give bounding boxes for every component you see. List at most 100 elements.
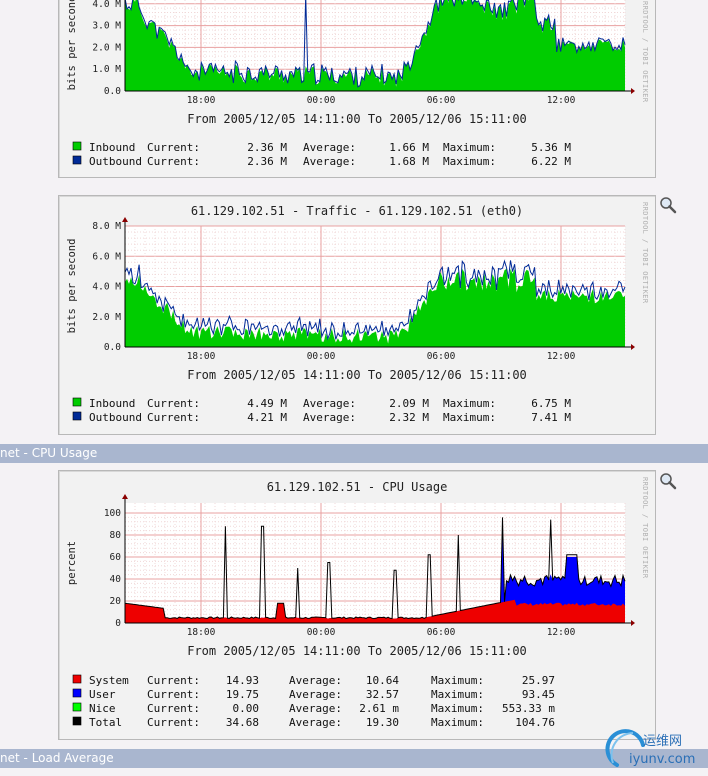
time-range: From 2005/12/05 14:11:00 To 2005/12/06 1… [187, 644, 527, 658]
x-tick-label: 18:00 [187, 95, 216, 106]
watermark-logo-icon: 运维网 iyunv.com [605, 729, 695, 767]
legend-current-label: Current: [147, 716, 200, 729]
legend: System Current: 14.93 Average: 10.64 Max… [72, 674, 555, 729]
legend-maximum: 25.97 [522, 674, 555, 687]
outbound-line [124, 0, 626, 88]
x-tick-label: 06:00 [427, 351, 456, 362]
legend-maximum-label: Maximum: [443, 141, 496, 154]
y-axis-label: bits per second [66, 0, 78, 90]
traffic-graph-2: 61.129.102.51 - Traffic - 61.129.102.51 … [58, 195, 656, 435]
x-tick-label: 06:00 [427, 95, 456, 106]
section-header-cpu[interactable]: /net - CPU Usage [0, 444, 708, 463]
legend-average-label: Average: [303, 141, 356, 154]
x-tick-label: 18:00 [187, 627, 216, 638]
legend-current: 0.00 [233, 702, 260, 715]
y-tick-label: 40 [110, 574, 122, 585]
legend-current: 34.68 [226, 716, 259, 729]
y-axis-label: bits per second [66, 239, 78, 334]
y-tick-label: 0 [115, 618, 121, 629]
legend-average: 19.30 [366, 716, 399, 729]
traffic-graph-1: 0.0 1.0 M 2.0 M 3.0 M 4.0 M 18:00 00:00 06:00 1… [58, 0, 656, 178]
legend-average: 32.57 [366, 688, 399, 701]
y-tick-label: 80 [110, 530, 122, 541]
time-range: From 2005/12/05 14:11:00 To 2005/12/06 1… [187, 112, 527, 126]
legend-average-label: Average: [289, 716, 342, 729]
legend-maximum: 553.33 m [502, 702, 555, 715]
legend-swatch-inbound [72, 141, 82, 151]
legend-average: 2.32 M [389, 411, 429, 424]
graph-title: 61.129.102.51 - Traffic - 61.129.102.51 … [191, 204, 523, 218]
y-tick-labels: 0 20 40 60 80 100 [104, 508, 121, 629]
time-range: From 2005/12/05 14:11:00 To 2005/12/06 1… [187, 368, 527, 382]
x-axis-arrow [631, 620, 635, 626]
legend-maximum-label: Maximum: [431, 716, 484, 729]
legend-current-label: Current: [147, 411, 200, 424]
section-header-load-average[interactable]: /net - Load Average [0, 749, 708, 768]
legend-current-label: Current: [147, 674, 200, 687]
legend-current-label: Current: [147, 141, 200, 154]
x-tick-labels: 18:00 00:00 06:00 12:00 [187, 95, 576, 106]
y-tick-label: 3.0 M [92, 21, 121, 32]
x-tick-labels: 18:00 00:00 06:00 12:00 [187, 351, 576, 362]
legend: Inbound Current: 4.49 M Average: 2.09 M … [72, 397, 571, 424]
y-tick-labels: 0.0 1.0 M 2.0 M 3.0 M 4.0 M [92, 0, 121, 97]
x-tick-label: 00:00 [307, 351, 336, 362]
section-header-label: /net - Load Average [0, 751, 114, 765]
legend-maximum-label: Maximum: [431, 688, 484, 701]
legend-average-label: Average: [289, 688, 342, 701]
legend-current-label: Current: [147, 702, 200, 715]
legend-current: 2.36 M [247, 141, 287, 154]
x-axis-arrow [631, 88, 635, 94]
legend-maximum: 6.75 M [531, 397, 571, 410]
section-header-label: /net - CPU Usage [0, 446, 98, 460]
y-tick-label: 1.0 M [92, 64, 121, 75]
y-tick-label: 2.0 M [92, 312, 121, 323]
legend-name: Nice [89, 702, 116, 715]
x-tick-label: 12:00 [547, 627, 576, 638]
legend-current-label: Current: [147, 688, 200, 701]
legend-name: User [89, 688, 116, 701]
legend-average: 2.09 M [389, 397, 429, 410]
y-tick-label: 60 [110, 552, 122, 563]
legend-swatch-inbound [72, 397, 82, 407]
legend-swatch-system [72, 674, 82, 684]
vertical-credit: RRDTOOL / TOBI OETIKER [641, 1, 649, 103]
legend-current: 4.21 M [247, 411, 287, 424]
legend-current: 14.93 [226, 674, 259, 687]
legend-average: 10.64 [366, 674, 399, 687]
legend-maximum: 6.22 M [531, 155, 571, 168]
y-tick-label: 4.0 M [92, 282, 121, 293]
vertical-credit: RRDTOOL / TOBI OETIKER [641, 477, 649, 579]
inbound-area [125, 0, 625, 91]
legend-average-label: Average: [303, 397, 356, 410]
system-area [125, 599, 625, 623]
y-tick-label: 8.0 M [92, 221, 121, 232]
y-tick-label: 100 [104, 508, 121, 519]
legend-maximum: 93.45 [522, 688, 555, 701]
x-tick-label: 00:00 [307, 627, 336, 638]
legend-average: 1.66 M [389, 141, 429, 154]
y-tick-label: 4.0 M [92, 0, 121, 10]
legend-maximum: 7.41 M [531, 411, 571, 424]
zoom-magnifier-icon[interactable] [659, 196, 677, 214]
traffic-graph-2-chart: 61.129.102.51 - Traffic - 61.129.102.51 … [66, 202, 649, 424]
legend-maximum-label: Maximum: [443, 155, 496, 168]
legend-average-label: Average: [303, 155, 356, 168]
legend-maximum: 5.36 M [531, 141, 571, 154]
legend-name: System [89, 674, 129, 687]
legend-name: Inbound [89, 397, 135, 410]
x-tick-label: 18:00 [187, 351, 216, 362]
zoom-magnifier-icon[interactable] [659, 472, 677, 490]
cpu-graph-chart: 61.129.102.51 - CPU Usage 0 20 40 60 80 100 1… [66, 477, 649, 729]
graph-title: 61.129.102.51 - CPU Usage [267, 480, 448, 494]
legend-average-label: Average: [303, 411, 356, 424]
watermark-en: iyunv.com [629, 752, 695, 767]
vertical-credit: RRDTOOL / TOBI OETIKER [641, 202, 649, 304]
outbound-line [124, 259, 626, 341]
total-line [124, 517, 626, 620]
legend-current-label: Current: [147, 155, 200, 168]
watermark-cn: 运维网 [643, 734, 682, 749]
y-axis-label: percent [66, 541, 78, 585]
legend-average-label: Average: [289, 674, 342, 687]
legend-swatch-outbound [72, 155, 82, 165]
